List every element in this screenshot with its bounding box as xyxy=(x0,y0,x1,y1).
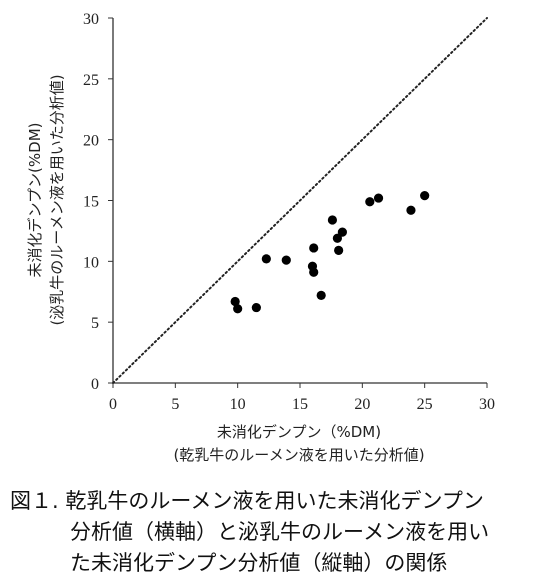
data-point xyxy=(251,302,261,313)
y-tick-label: 25 xyxy=(83,72,99,89)
x-tick-label: 30 xyxy=(479,396,495,413)
data-point xyxy=(365,197,375,207)
x-tick-label: 5 xyxy=(171,396,179,413)
caption-line-2: 分析値（横軸）と泌乳牛のルーメン液を用い xyxy=(70,520,490,544)
y-tick-label: 20 xyxy=(83,133,99,150)
data-point xyxy=(316,290,326,300)
x-tick-label: 25 xyxy=(417,396,433,413)
data-point xyxy=(373,193,384,203)
data-point xyxy=(337,227,347,237)
reference-line-y-equals-x xyxy=(112,17,488,384)
data-point xyxy=(230,296,240,307)
y-tick-label: 15 xyxy=(83,194,99,211)
data-point xyxy=(406,205,416,215)
data-point xyxy=(332,233,342,243)
y-tick-label: 30 xyxy=(83,11,99,28)
x-tick-label: 15 xyxy=(292,396,308,413)
x-axis-subtitle: (乾乳牛のルーメン液を用いた分析値) xyxy=(173,446,424,464)
figure-caption: 図１. 乾乳牛のルーメン液を用いた未消化デンプン 分析値（横軸）と泌乳牛のルーメ… xyxy=(10,486,535,579)
x-tick-label: 10 xyxy=(230,396,246,413)
x-axis-title: 未消化デンプン（%DM) xyxy=(217,423,381,441)
data-point xyxy=(261,254,271,264)
data-point xyxy=(309,243,319,253)
data-point xyxy=(281,255,291,265)
data-point xyxy=(327,215,338,225)
y-tick-label: 10 xyxy=(83,254,99,271)
data-point xyxy=(309,267,319,277)
y-axis-title: 未消化デンプン(%DM) xyxy=(26,123,44,278)
y-axis-subtitle: (泌乳牛のルーメン液を用いた分析値) xyxy=(48,74,66,325)
y-tick-label: 0 xyxy=(91,376,99,393)
x-axis-ticks: 0 5 10 15 20 25 30 xyxy=(109,383,495,413)
data-point xyxy=(334,245,344,255)
caption-line-3: た未消化デンプン分析値（縦軸）の関係 xyxy=(70,551,448,575)
scatter-chart: 0 5 10 15 20 25 30 0 5 10 15 20 25 30 未消化デンプン（%DM) (… xyxy=(26,11,495,464)
y-axis-ticks: 0 5 10 15 20 25 30 xyxy=(83,11,113,393)
data-point xyxy=(420,191,430,201)
y-tick-label: 5 xyxy=(91,315,99,332)
caption-line-1: 図１. 乾乳牛のルーメン液を用いた未消化デンプン xyxy=(10,489,484,513)
data-points xyxy=(230,191,430,314)
x-tick-label: 20 xyxy=(354,396,370,413)
data-point xyxy=(233,304,243,314)
x-tick-label: 0 xyxy=(109,396,117,413)
